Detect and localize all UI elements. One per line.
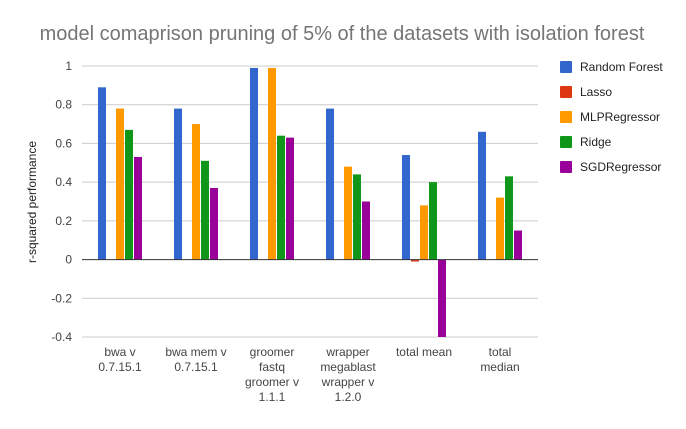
legend-swatch [560, 61, 572, 73]
y-tick-label: 0.6 [55, 136, 72, 150]
y-tick-label: 1 [65, 59, 72, 73]
bar [362, 201, 370, 260]
legend: Random Forest Lasso MLPRegressor Ridge SGDRe… [560, 60, 663, 174]
legend-swatch [560, 111, 572, 123]
bar [496, 197, 504, 260]
legend-label: Ridge [580, 135, 612, 149]
bar [344, 166, 352, 260]
y-tick-label: 0.8 [55, 98, 72, 112]
y-tick-label: 0 [65, 253, 72, 267]
bar [210, 187, 218, 260]
bar [429, 182, 437, 260]
legend-swatch [560, 86, 572, 98]
bar [125, 129, 133, 260]
bar [326, 108, 334, 260]
x-category-label: total mean [396, 345, 452, 359]
bar [277, 135, 285, 260]
legend-label: SGDRegressor [580, 160, 661, 174]
legend-swatch [560, 136, 572, 148]
x-category-label: groomer fastq groomer v 1.1.1 [245, 345, 299, 404]
bar [505, 176, 513, 260]
bar [478, 131, 486, 260]
bar [353, 174, 361, 260]
bar [201, 160, 209, 260]
grid-layer [82, 65, 538, 338]
bar [116, 108, 124, 260]
x-category-label: bwa mem v 0.7.15.1 [165, 345, 226, 374]
bar [420, 205, 428, 260]
bar [250, 67, 258, 260]
legend-swatch [560, 161, 572, 173]
bar [411, 259, 419, 262]
bars-layer [98, 67, 522, 337]
bar [402, 155, 410, 260]
y-axis-label: r-squared performance [25, 141, 39, 263]
bar [174, 108, 182, 260]
bar [514, 230, 522, 260]
bar [268, 67, 276, 260]
legend-label: Lasso [580, 85, 612, 99]
bar [286, 137, 294, 260]
x-category-labels: bwa v 0.7.15.1 bwa mem v 0.7.15.1 groomer fas… [98, 345, 519, 404]
bar [438, 259, 446, 337]
legend-label: Random Forest [580, 60, 663, 74]
x-category-label: wrapper megablast wrapper v 1.2.0 [320, 345, 376, 404]
y-tick-label: 0.4 [55, 175, 72, 189]
y-tick-label: -0.2 [51, 291, 72, 305]
bar [134, 156, 142, 260]
bar [98, 87, 106, 260]
x-category-label: total median [480, 345, 519, 374]
y-tick-labels: 1 0.8 0.6 0.4 0.2 0 -0.2 -0.4 [51, 59, 72, 344]
legend-label: MLPRegressor [580, 110, 660, 124]
y-tick-label: 0.2 [55, 214, 72, 228]
chart-title: model comaprison pruning of 5% of the da… [40, 23, 645, 45]
x-category-label: bwa v 0.7.15.1 [98, 345, 142, 374]
bar [192, 124, 200, 260]
y-tick-label: -0.4 [51, 330, 72, 344]
